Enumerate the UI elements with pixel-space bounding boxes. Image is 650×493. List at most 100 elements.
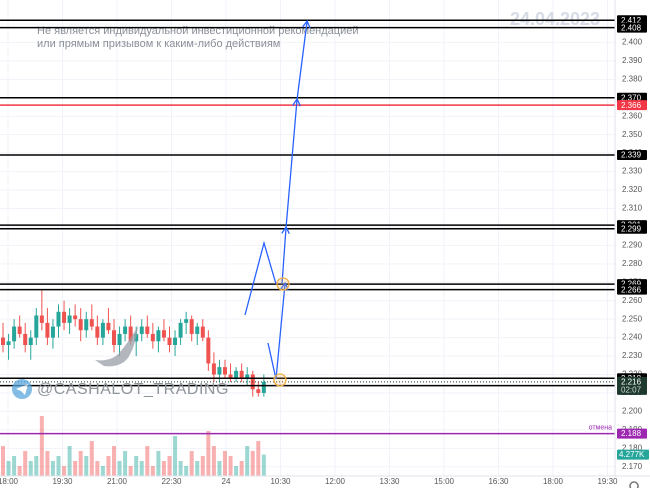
annotations bbox=[244, 22, 307, 387]
drawn-line bbox=[244, 240, 277, 316]
x-tick-label: 19:30 bbox=[597, 477, 618, 486]
volume-bar bbox=[161, 461, 166, 476]
candle-body bbox=[228, 374, 233, 379]
disclaimer: Не является индивидуальной инвестиционно… bbox=[37, 25, 359, 37]
candle-body bbox=[256, 389, 261, 393]
x-tick-label: 21:00 bbox=[107, 477, 128, 486]
y-tick-label: 2.330 bbox=[622, 167, 643, 176]
volume-bar bbox=[95, 461, 100, 476]
candle-body bbox=[50, 326, 55, 338]
candle-body bbox=[28, 337, 33, 346]
volume-bar bbox=[167, 456, 172, 476]
candle-body bbox=[23, 333, 28, 346]
candle-body bbox=[123, 326, 128, 334]
y-tick-label: 2.280 bbox=[622, 259, 643, 268]
candle-body bbox=[67, 315, 72, 323]
levels bbox=[0, 19, 615, 435]
logo bbox=[12, 326, 138, 399]
candle-body bbox=[6, 341, 11, 346]
volume-bar bbox=[73, 461, 78, 476]
y-tick-label: 2.380 bbox=[622, 74, 643, 83]
volume-bar bbox=[128, 466, 133, 476]
volume-bar bbox=[173, 436, 178, 476]
candle-body bbox=[178, 322, 183, 338]
candle-body bbox=[189, 319, 194, 334]
y-tick-label: 2.320 bbox=[622, 185, 643, 194]
candle-body bbox=[56, 311, 61, 327]
y-tick-label: 2.180 bbox=[622, 443, 643, 452]
volume-bar bbox=[134, 456, 139, 476]
current-price-label: 2.216 bbox=[621, 378, 642, 387]
candle-body bbox=[34, 315, 39, 338]
volume-bar bbox=[117, 461, 122, 476]
level-label: 2.299 bbox=[621, 224, 642, 233]
level-label-bg bbox=[617, 428, 647, 439]
candle-body bbox=[145, 326, 150, 334]
volume-bar bbox=[56, 456, 61, 476]
marker-circle bbox=[276, 277, 290, 291]
candle-body bbox=[217, 367, 222, 375]
x-tick-label: 10:30 bbox=[270, 477, 291, 486]
arrow bbox=[285, 100, 297, 229]
y-tick-label: 2.260 bbox=[622, 296, 643, 305]
volume-bar bbox=[256, 441, 261, 476]
x-tick-label: 19:30 bbox=[52, 477, 73, 486]
x-tick-label: 12:00 bbox=[325, 477, 346, 486]
level-label: 2.339 bbox=[621, 151, 642, 160]
candle-body bbox=[89, 319, 94, 327]
y-tick-label: 2.230 bbox=[622, 351, 643, 360]
volume-bar bbox=[200, 456, 205, 476]
candle-body bbox=[234, 370, 239, 379]
y-tick-label: 2.400 bbox=[622, 38, 643, 47]
volume-label-bg bbox=[617, 449, 649, 460]
x-tick-label: 18:00 bbox=[0, 477, 19, 486]
volume-bar bbox=[12, 456, 17, 476]
level-label-bg bbox=[617, 284, 647, 295]
volume-bar bbox=[17, 466, 22, 476]
volume-bar bbox=[211, 446, 216, 476]
level-label-bg bbox=[617, 223, 647, 234]
x-tick-label: 18:00 bbox=[543, 477, 564, 486]
volume-bar bbox=[178, 461, 183, 476]
brand: @CASHALOT_TRADING bbox=[37, 381, 229, 398]
level-label: 2.408 bbox=[621, 23, 642, 32]
candle-body bbox=[73, 315, 78, 320]
y-tick-label: 2.200 bbox=[622, 407, 643, 416]
arrow bbox=[296, 22, 307, 101]
candle-body bbox=[150, 333, 155, 342]
axes: 2.1702.1802.1902.2002.2102.2202.2302.240… bbox=[0, 19, 643, 486]
volume-bar bbox=[1, 446, 5, 476]
candle-body bbox=[39, 315, 44, 323]
volume-bar bbox=[206, 431, 211, 476]
volume-bar bbox=[50, 461, 55, 476]
volume-bar bbox=[123, 451, 128, 476]
y-tick-label: 2.170 bbox=[622, 462, 643, 471]
level-label-bg bbox=[617, 100, 647, 111]
y-tick-label: 2.350 bbox=[622, 130, 643, 139]
volume-bar bbox=[156, 451, 161, 476]
level-label: 2.266 bbox=[621, 285, 642, 294]
candle-body bbox=[161, 330, 166, 338]
candle-body bbox=[62, 311, 67, 323]
y-tick-label: 2.310 bbox=[622, 204, 643, 213]
candle-body bbox=[200, 326, 205, 338]
volume-bar bbox=[184, 466, 189, 476]
x-tick-label: 22:30 bbox=[161, 477, 182, 486]
volume bbox=[1, 416, 266, 476]
current-price-bg bbox=[617, 376, 647, 395]
volume-bar bbox=[139, 461, 144, 476]
candle-body bbox=[45, 322, 50, 338]
volume-bar bbox=[228, 456, 233, 476]
candle-body bbox=[139, 326, 144, 334]
volume-bar bbox=[100, 466, 105, 476]
candle-body bbox=[12, 326, 17, 342]
volume-bar bbox=[78, 451, 83, 476]
volume-bar bbox=[106, 456, 111, 476]
telegram-plane bbox=[16, 384, 28, 395]
y-tick-label: 2.360 bbox=[622, 111, 643, 120]
x-tick-label: 16:30 bbox=[488, 477, 509, 486]
volume-bar bbox=[23, 451, 28, 476]
volume-bar bbox=[217, 461, 222, 476]
x-tick-label: 13:30 bbox=[379, 477, 400, 486]
